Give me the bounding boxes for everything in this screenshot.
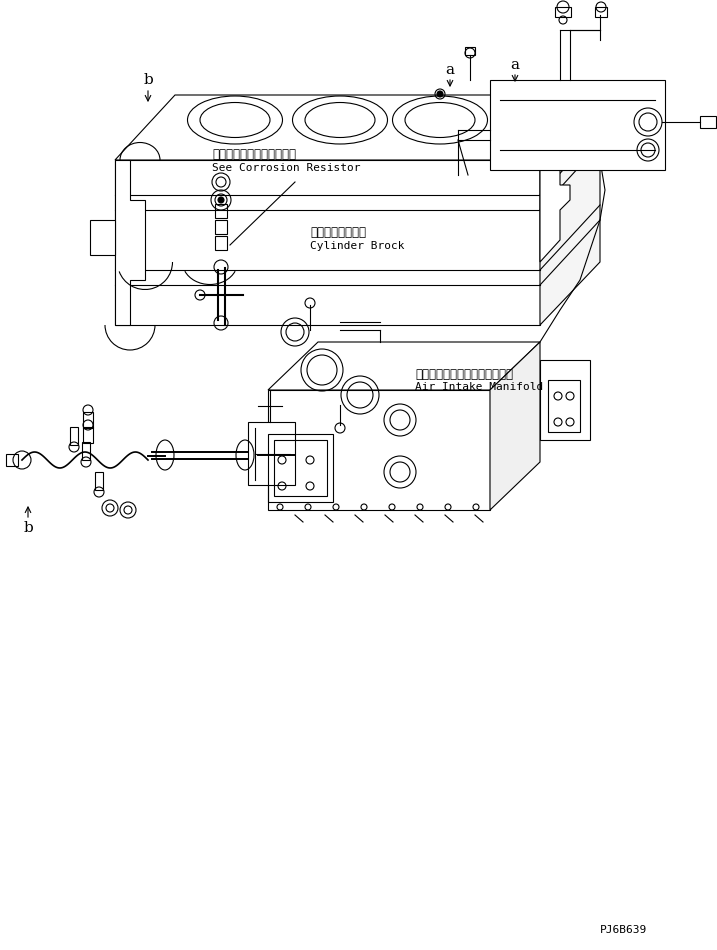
Bar <box>215 204 227 218</box>
Text: b: b <box>23 521 33 535</box>
Polygon shape <box>115 160 540 325</box>
Text: コロージョンレジスタ参照: コロージョンレジスタ参照 <box>212 148 296 162</box>
Bar <box>82 442 90 460</box>
Bar <box>268 434 333 502</box>
Text: b: b <box>143 73 153 87</box>
Polygon shape <box>540 95 600 325</box>
Polygon shape <box>540 140 570 262</box>
Bar <box>70 427 78 445</box>
Polygon shape <box>248 422 295 485</box>
Bar <box>555 7 571 17</box>
Bar <box>274 440 327 496</box>
Text: Air Intake Manifold: Air Intake Manifold <box>415 382 543 392</box>
Text: Cylinder Brock: Cylinder Brock <box>310 241 404 251</box>
Bar <box>6 454 18 466</box>
Bar <box>215 236 227 250</box>
Circle shape <box>218 197 224 203</box>
Bar <box>595 7 607 17</box>
Polygon shape <box>490 80 665 170</box>
Bar <box>83 427 93 443</box>
Bar <box>215 220 227 234</box>
Bar <box>83 412 93 428</box>
Text: a: a <box>511 58 520 72</box>
Bar <box>95 472 103 490</box>
Polygon shape <box>268 390 490 510</box>
Circle shape <box>437 91 443 97</box>
Bar <box>465 47 475 55</box>
Polygon shape <box>540 360 590 440</box>
Polygon shape <box>490 342 540 510</box>
Text: See Corrosion Resistor: See Corrosion Resistor <box>212 163 361 173</box>
Bar <box>700 116 716 128</box>
Bar <box>548 380 580 432</box>
Text: PJ6B639: PJ6B639 <box>600 925 647 935</box>
Polygon shape <box>90 220 115 255</box>
Text: エアーインテークマニホールド: エアーインテークマニホールド <box>415 368 513 381</box>
Polygon shape <box>115 95 600 160</box>
Text: a: a <box>445 63 455 77</box>
Polygon shape <box>115 160 145 325</box>
Polygon shape <box>268 342 540 390</box>
Text: シリンダブロック: シリンダブロック <box>310 225 366 238</box>
